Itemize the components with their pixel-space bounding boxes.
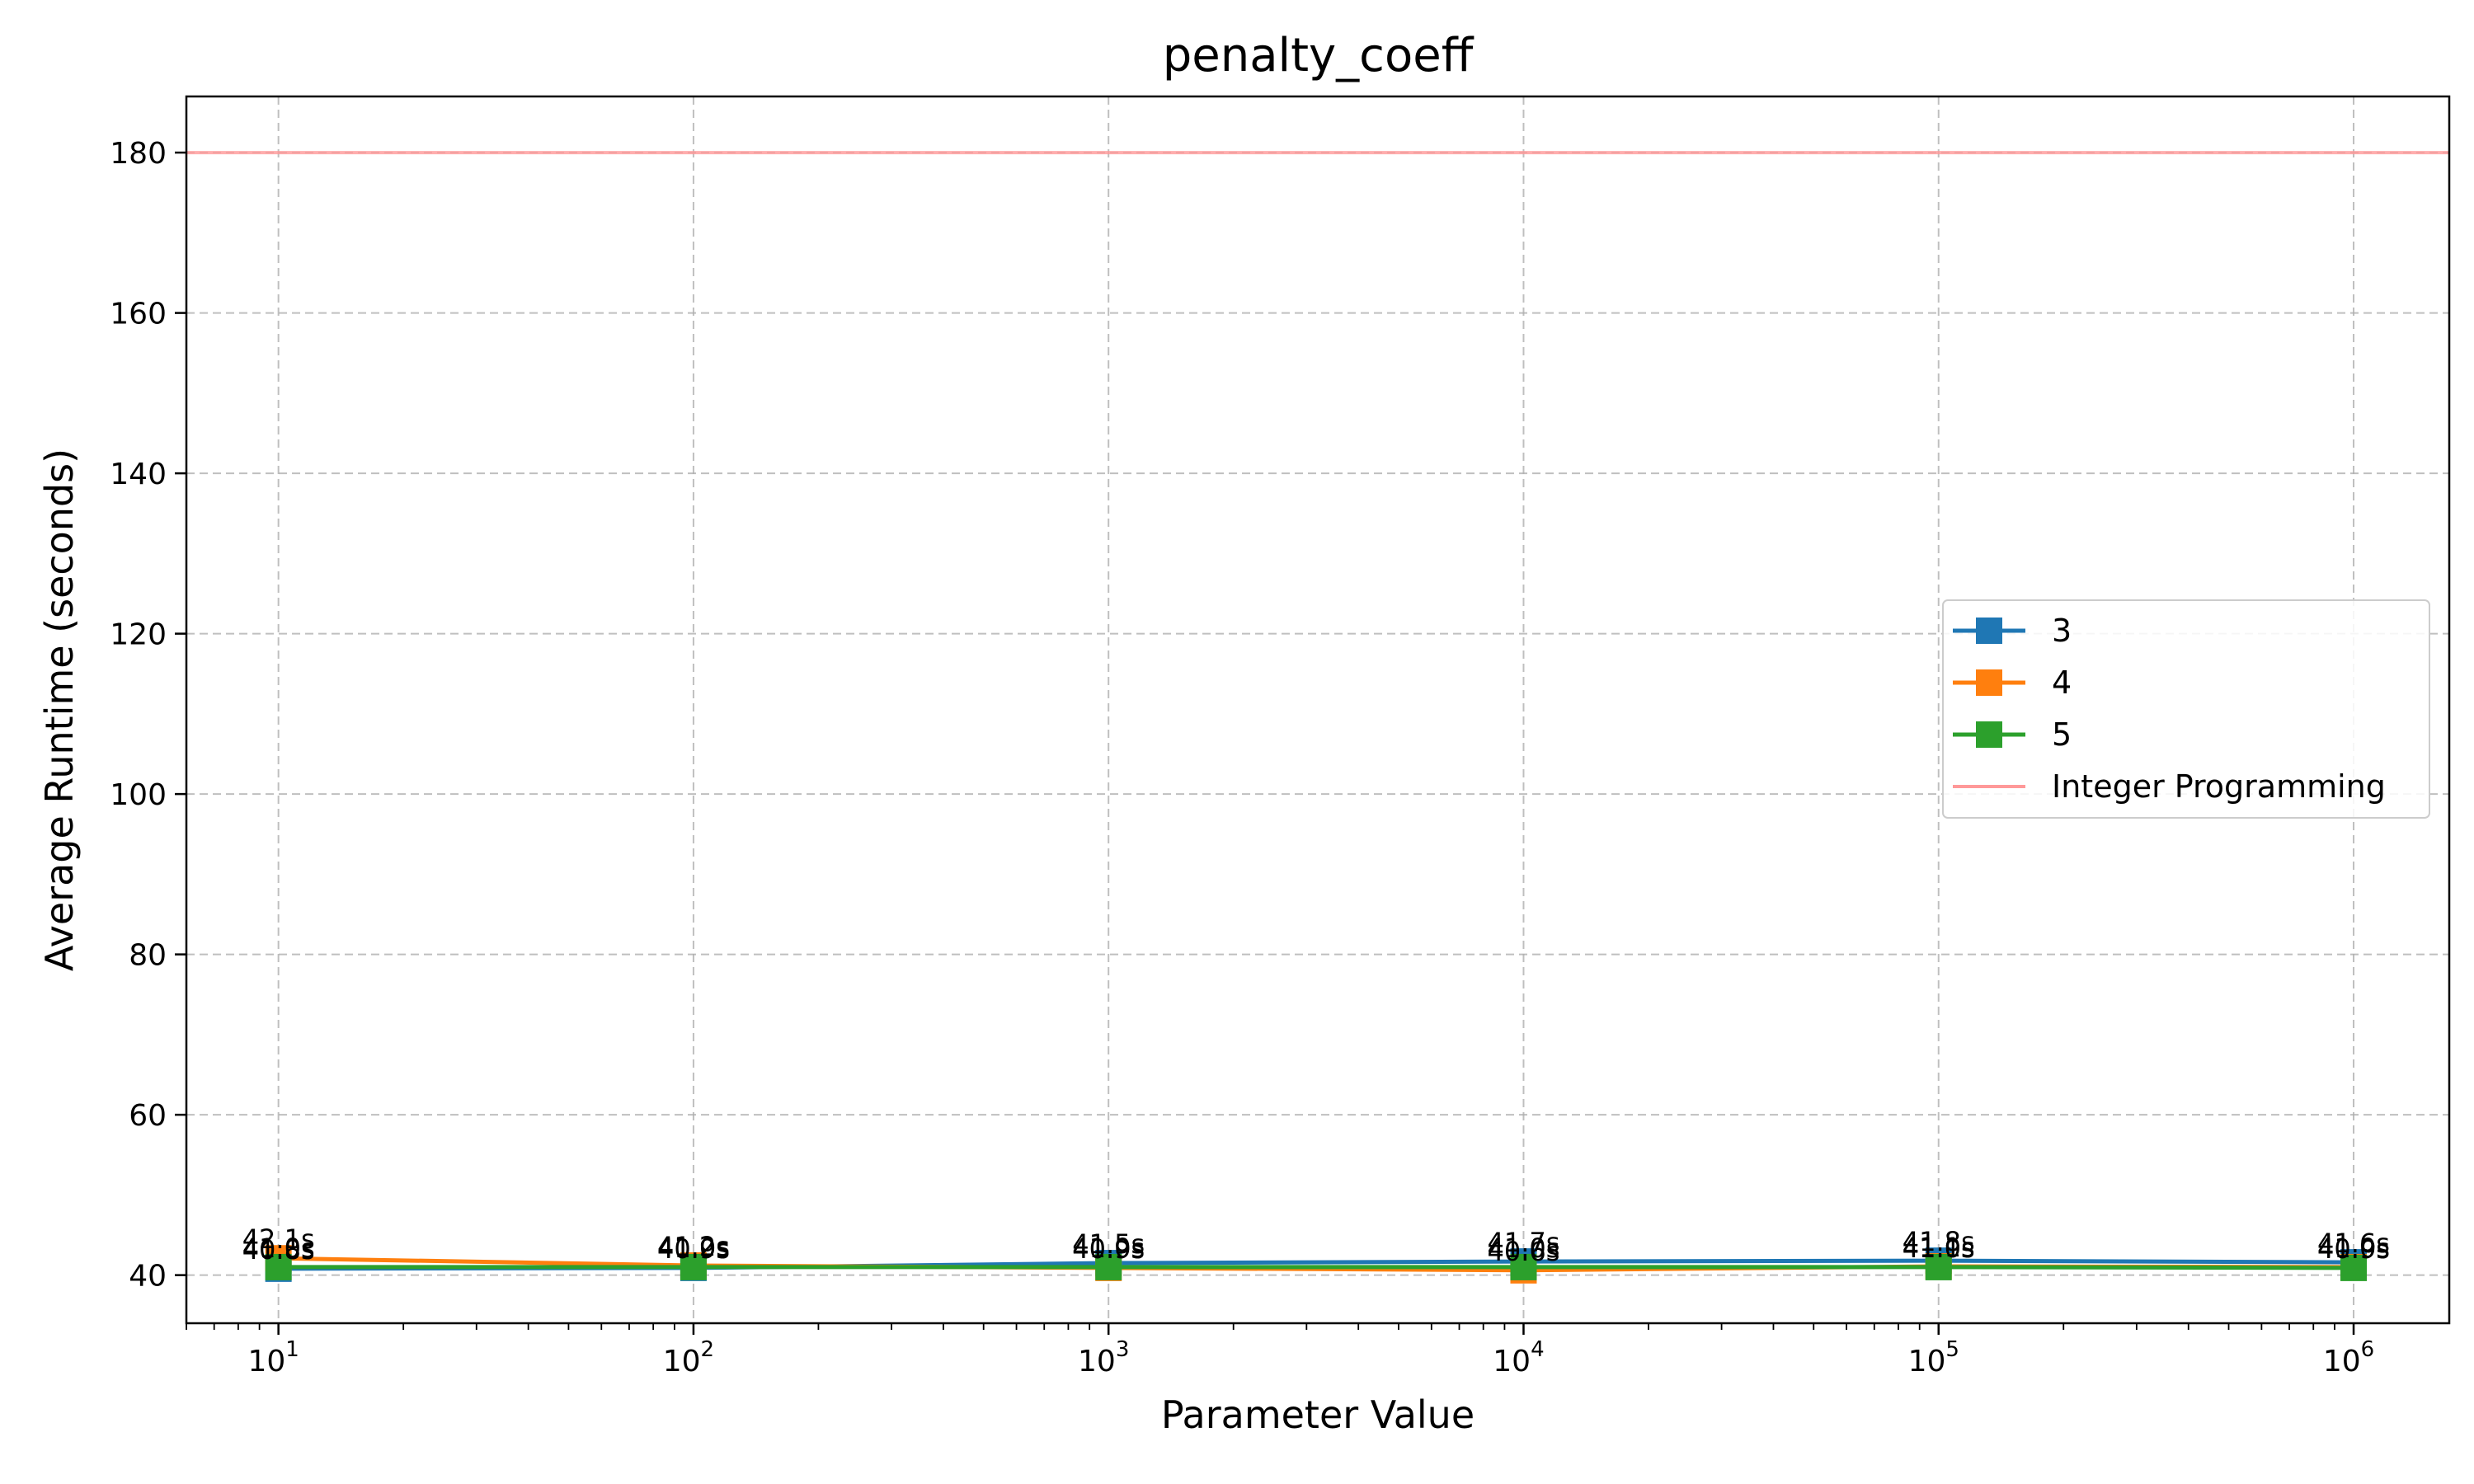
y-axis-ticks: 40 60 80 100 120 140 160 180 bbox=[110, 137, 186, 1294]
series-marker-5 bbox=[1925, 1253, 1952, 1280]
x-tick-exponent: 1 bbox=[285, 1337, 299, 1362]
x-tick-exponent: 4 bbox=[1531, 1337, 1545, 1362]
y-tick-label: 100 bbox=[110, 778, 167, 812]
legend-label: 5 bbox=[2052, 716, 2072, 753]
data-label-5: 41.0s bbox=[1903, 1233, 1975, 1264]
legend-label: Integer Programming bbox=[2052, 768, 2386, 805]
data-label-4: 40.6s bbox=[1488, 1236, 1560, 1267]
data-label-5: 41.0s bbox=[1488, 1233, 1560, 1264]
data-label-5: 41.0s bbox=[657, 1233, 730, 1264]
legend-box bbox=[1942, 599, 2430, 819]
data-label-4: 40.9s bbox=[1072, 1233, 1145, 1265]
y-tick-label: 40 bbox=[129, 1260, 167, 1294]
legend-label: 4 bbox=[2052, 665, 2072, 701]
data-label-3: 41.7s bbox=[1488, 1227, 1560, 1258]
series-marker-5 bbox=[680, 1253, 707, 1280]
y-tick-label: 140 bbox=[110, 458, 167, 491]
legend-marker bbox=[1976, 618, 2002, 644]
series-marker-5 bbox=[1510, 1253, 1537, 1280]
series-marker-5 bbox=[265, 1253, 292, 1280]
data-label-4: 41.0s bbox=[2317, 1233, 2390, 1264]
data-label-5: 41.0s bbox=[1072, 1233, 1145, 1264]
legend-marker bbox=[1976, 669, 2002, 696]
legend: 3 4 5 Integer Programming bbox=[1942, 599, 2430, 819]
y-tick-label: 180 bbox=[110, 137, 167, 171]
y-tick-label: 120 bbox=[110, 618, 167, 652]
data-label-3: 40.9s bbox=[657, 1233, 730, 1265]
x-tick-exponent: 2 bbox=[701, 1337, 715, 1362]
data-label-4: 41.1s bbox=[1903, 1232, 1975, 1263]
data-label-3: 41.6s bbox=[2317, 1228, 2390, 1259]
data-label-4: 42.1s bbox=[242, 1223, 315, 1255]
legend-marker bbox=[1976, 721, 2002, 748]
x-axis-ticks: 101 102 103 104 105 106 bbox=[186, 1323, 2374, 1378]
x-tick-exponent: 5 bbox=[1945, 1337, 1959, 1362]
x-tick-exponent: 3 bbox=[1116, 1337, 1130, 1362]
legend-label: 3 bbox=[2052, 613, 2072, 649]
plot-frame bbox=[185, 95, 2451, 1325]
y-tick-label: 60 bbox=[129, 1099, 167, 1133]
x-tick-label: 106 bbox=[2323, 1337, 2374, 1378]
data-label-3: 41.5s bbox=[1072, 1228, 1145, 1260]
series-line-5 bbox=[278, 1265, 2354, 1270]
data-label-3: 40.8s bbox=[242, 1234, 315, 1266]
y-axis-label: Average Runtime (seconds) bbox=[37, 448, 82, 971]
y-tick-label: 80 bbox=[129, 939, 167, 973]
series-marker-5 bbox=[1095, 1253, 1122, 1280]
data-label-4: 41.2s bbox=[657, 1231, 730, 1262]
data-label-3: 41.8s bbox=[1903, 1226, 1975, 1257]
data-label-5: 41.0s bbox=[242, 1233, 315, 1264]
chart-title: penalty_coeff bbox=[1163, 29, 1475, 82]
data-label-5: 40.9s bbox=[2317, 1233, 2390, 1265]
x-axis-label: Parameter Value bbox=[1161, 1392, 1475, 1437]
series-layer bbox=[265, 1245, 2368, 1284]
series-marker-5 bbox=[2340, 1254, 2368, 1281]
x-tick-exponent: 6 bbox=[2361, 1337, 2375, 1362]
y-tick-label: 160 bbox=[110, 298, 167, 331]
